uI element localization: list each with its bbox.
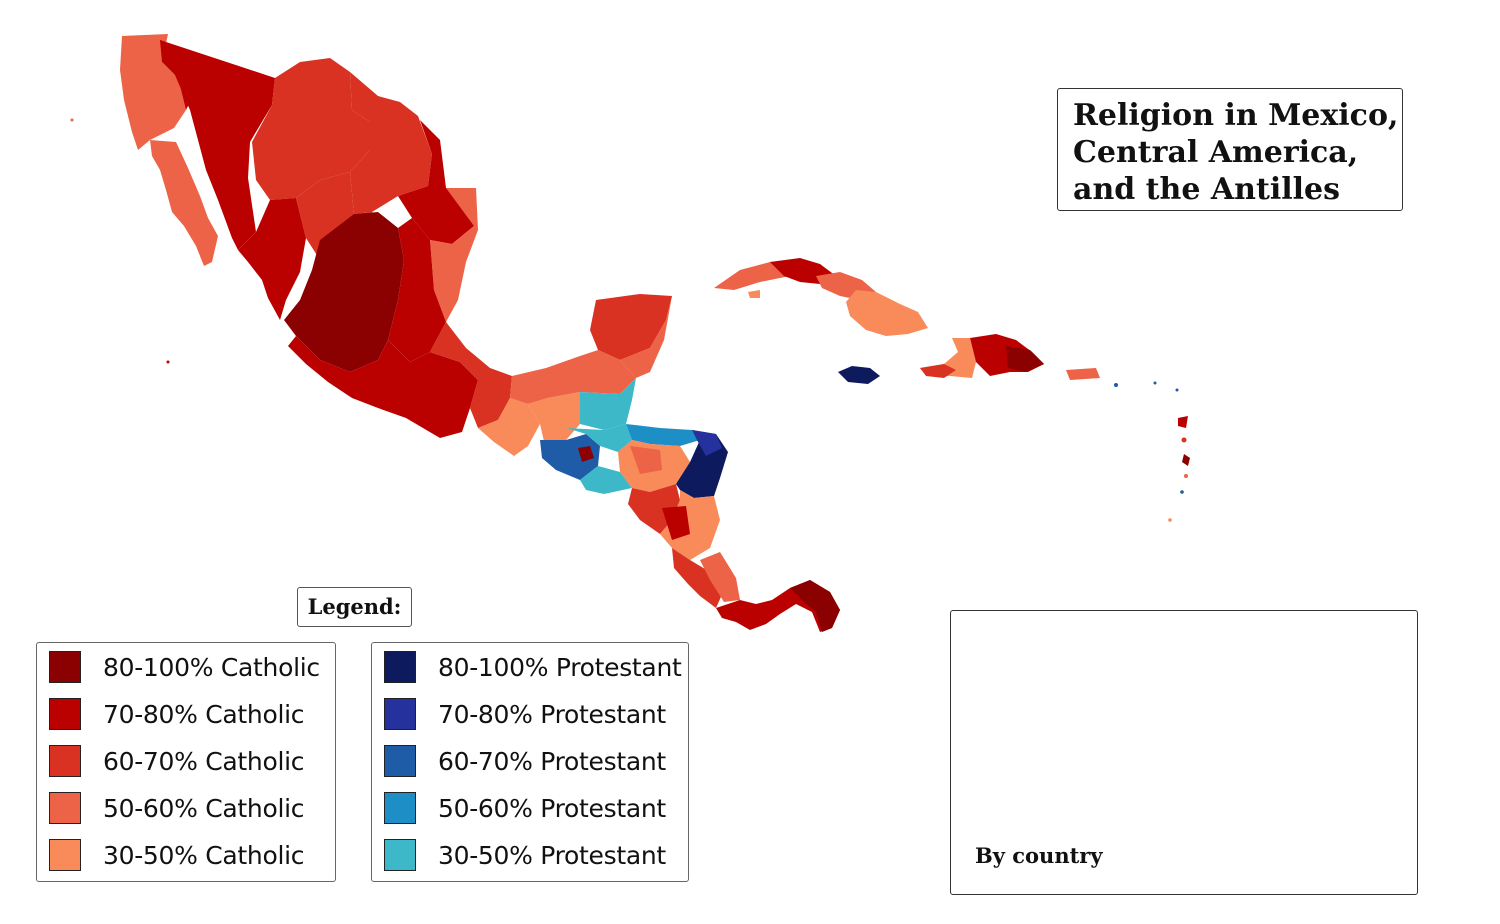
leeward-dot-1 (1153, 381, 1157, 385)
legend-item-catholic-60-70: 60-70% Catholic (49, 743, 305, 779)
cuba-east-region (846, 290, 928, 336)
sonora-region (160, 40, 275, 250)
legend-label: 80-100% Protestant (438, 652, 682, 682)
nuevo-leon-region (398, 120, 476, 244)
guerrero-oaxaca-region (288, 336, 478, 438)
baja-california-sur-region (150, 140, 218, 266)
legend-item-catholic-80-100: 80-100% Catholic (49, 649, 320, 685)
legend-swatch (49, 698, 81, 730)
legend-item-catholic-30-50: 30-50% Catholic (49, 837, 305, 873)
legend-swatch (384, 698, 416, 730)
quintana-roo-region (620, 296, 672, 378)
legend-label: 30-50% Protestant (438, 840, 666, 870)
legend-label: 70-80% Protestant (438, 699, 666, 729)
guatemala-dark-spot (578, 446, 594, 462)
honduras-mid-region (630, 446, 662, 474)
baja-california-region (120, 34, 186, 150)
nicaragua-east-region (660, 490, 720, 560)
inset-caption: By country (975, 843, 1103, 868)
legend-item-catholic-70-80: 70-80% Catholic (49, 696, 305, 732)
legend-swatch (384, 792, 416, 824)
costa-rica-south-region (700, 552, 740, 602)
legend-swatch (49, 839, 81, 871)
east-central-region (388, 218, 446, 362)
veracruz-region (430, 322, 512, 428)
isla-juventud (748, 290, 760, 298)
jamaica-region (838, 366, 880, 384)
el-salvador-region (580, 466, 632, 494)
legend-label: 30-50% Catholic (103, 840, 305, 870)
peten-region (580, 378, 636, 430)
legend-item-protestant-30-50: 30-50% Protestant (384, 837, 666, 873)
legend-swatch (49, 792, 81, 824)
inset-frame (950, 610, 1418, 895)
title-line-2: Central America, (1073, 135, 1359, 170)
nicaragua-center-region (662, 506, 690, 540)
legend-label: 70-80% Catholic (103, 699, 305, 729)
grenada-dot (1168, 518, 1172, 522)
small-islet-dot (70, 118, 74, 122)
legend-swatch (384, 745, 416, 777)
legend-item-protestant-50-60: 50-60% Protestant (384, 790, 666, 826)
tamaulipas-region (430, 188, 478, 322)
title-line-1: Religion in Mexico, (1073, 98, 1399, 133)
guadeloupe-region (1178, 416, 1188, 428)
legend-swatch (49, 745, 81, 777)
guatemala-mid-region (566, 424, 632, 452)
legend-swatch (49, 651, 81, 683)
guatemala-west-region (528, 392, 580, 450)
map-title: Religion in Mexico, Central America, and… (1057, 88, 1403, 211)
costa-rica-region (672, 548, 724, 608)
guatemala-south-region (540, 434, 600, 480)
puerto-rico-region (1066, 368, 1100, 380)
small-islet-dot-2 (166, 360, 170, 364)
dominican-east-region (1006, 346, 1044, 372)
central-mexico-region (284, 212, 404, 372)
yucatan-region (590, 294, 672, 360)
saint-lucia-dot (1184, 474, 1188, 478)
legend-item-protestant-70-80: 70-80% Protestant (384, 696, 666, 732)
chihuahua-region (252, 58, 370, 200)
legend-label: 50-60% Protestant (438, 793, 666, 823)
chiapas-region (478, 398, 540, 456)
legend-item-protestant-60-70: 60-70% Protestant (384, 743, 666, 779)
sinaloa-region (238, 198, 306, 320)
campeche-region (510, 350, 636, 404)
saint-vincent-dot (1180, 490, 1184, 494)
legend-label: 60-70% Catholic (103, 746, 305, 776)
martinique-region (1182, 454, 1190, 466)
legend-item-protestant-80-100: 80-100% Protestant (384, 649, 682, 685)
haiti-south-region (920, 364, 956, 378)
mosquitia-north-region (692, 430, 722, 456)
legend-item-catholic-50-60: 50-60% Catholic (49, 790, 305, 826)
legend-label: 80-100% Catholic (103, 652, 320, 682)
coahuila-region (350, 72, 432, 214)
legend-title: Legend: (297, 587, 412, 627)
dominica-dot (1181, 437, 1187, 443)
legend-label: 50-60% Catholic (103, 793, 305, 823)
leeward-dot-2 (1175, 388, 1179, 392)
legend-swatch (384, 651, 416, 683)
virgin-islands-dot (1114, 383, 1118, 387)
legend-swatch (384, 839, 416, 871)
title-line-3: and the Antilles (1073, 172, 1340, 207)
legend-protestant: 80-100% Protestant 70-80% Protestant 60-… (371, 642, 689, 882)
honduras-north-region (626, 424, 700, 446)
legend-catholic: 80-100% Catholic 70-80% Catholic 60-70% … (36, 642, 336, 882)
panama-east-region (790, 580, 840, 632)
legend-label: 60-70% Protestant (438, 746, 666, 776)
